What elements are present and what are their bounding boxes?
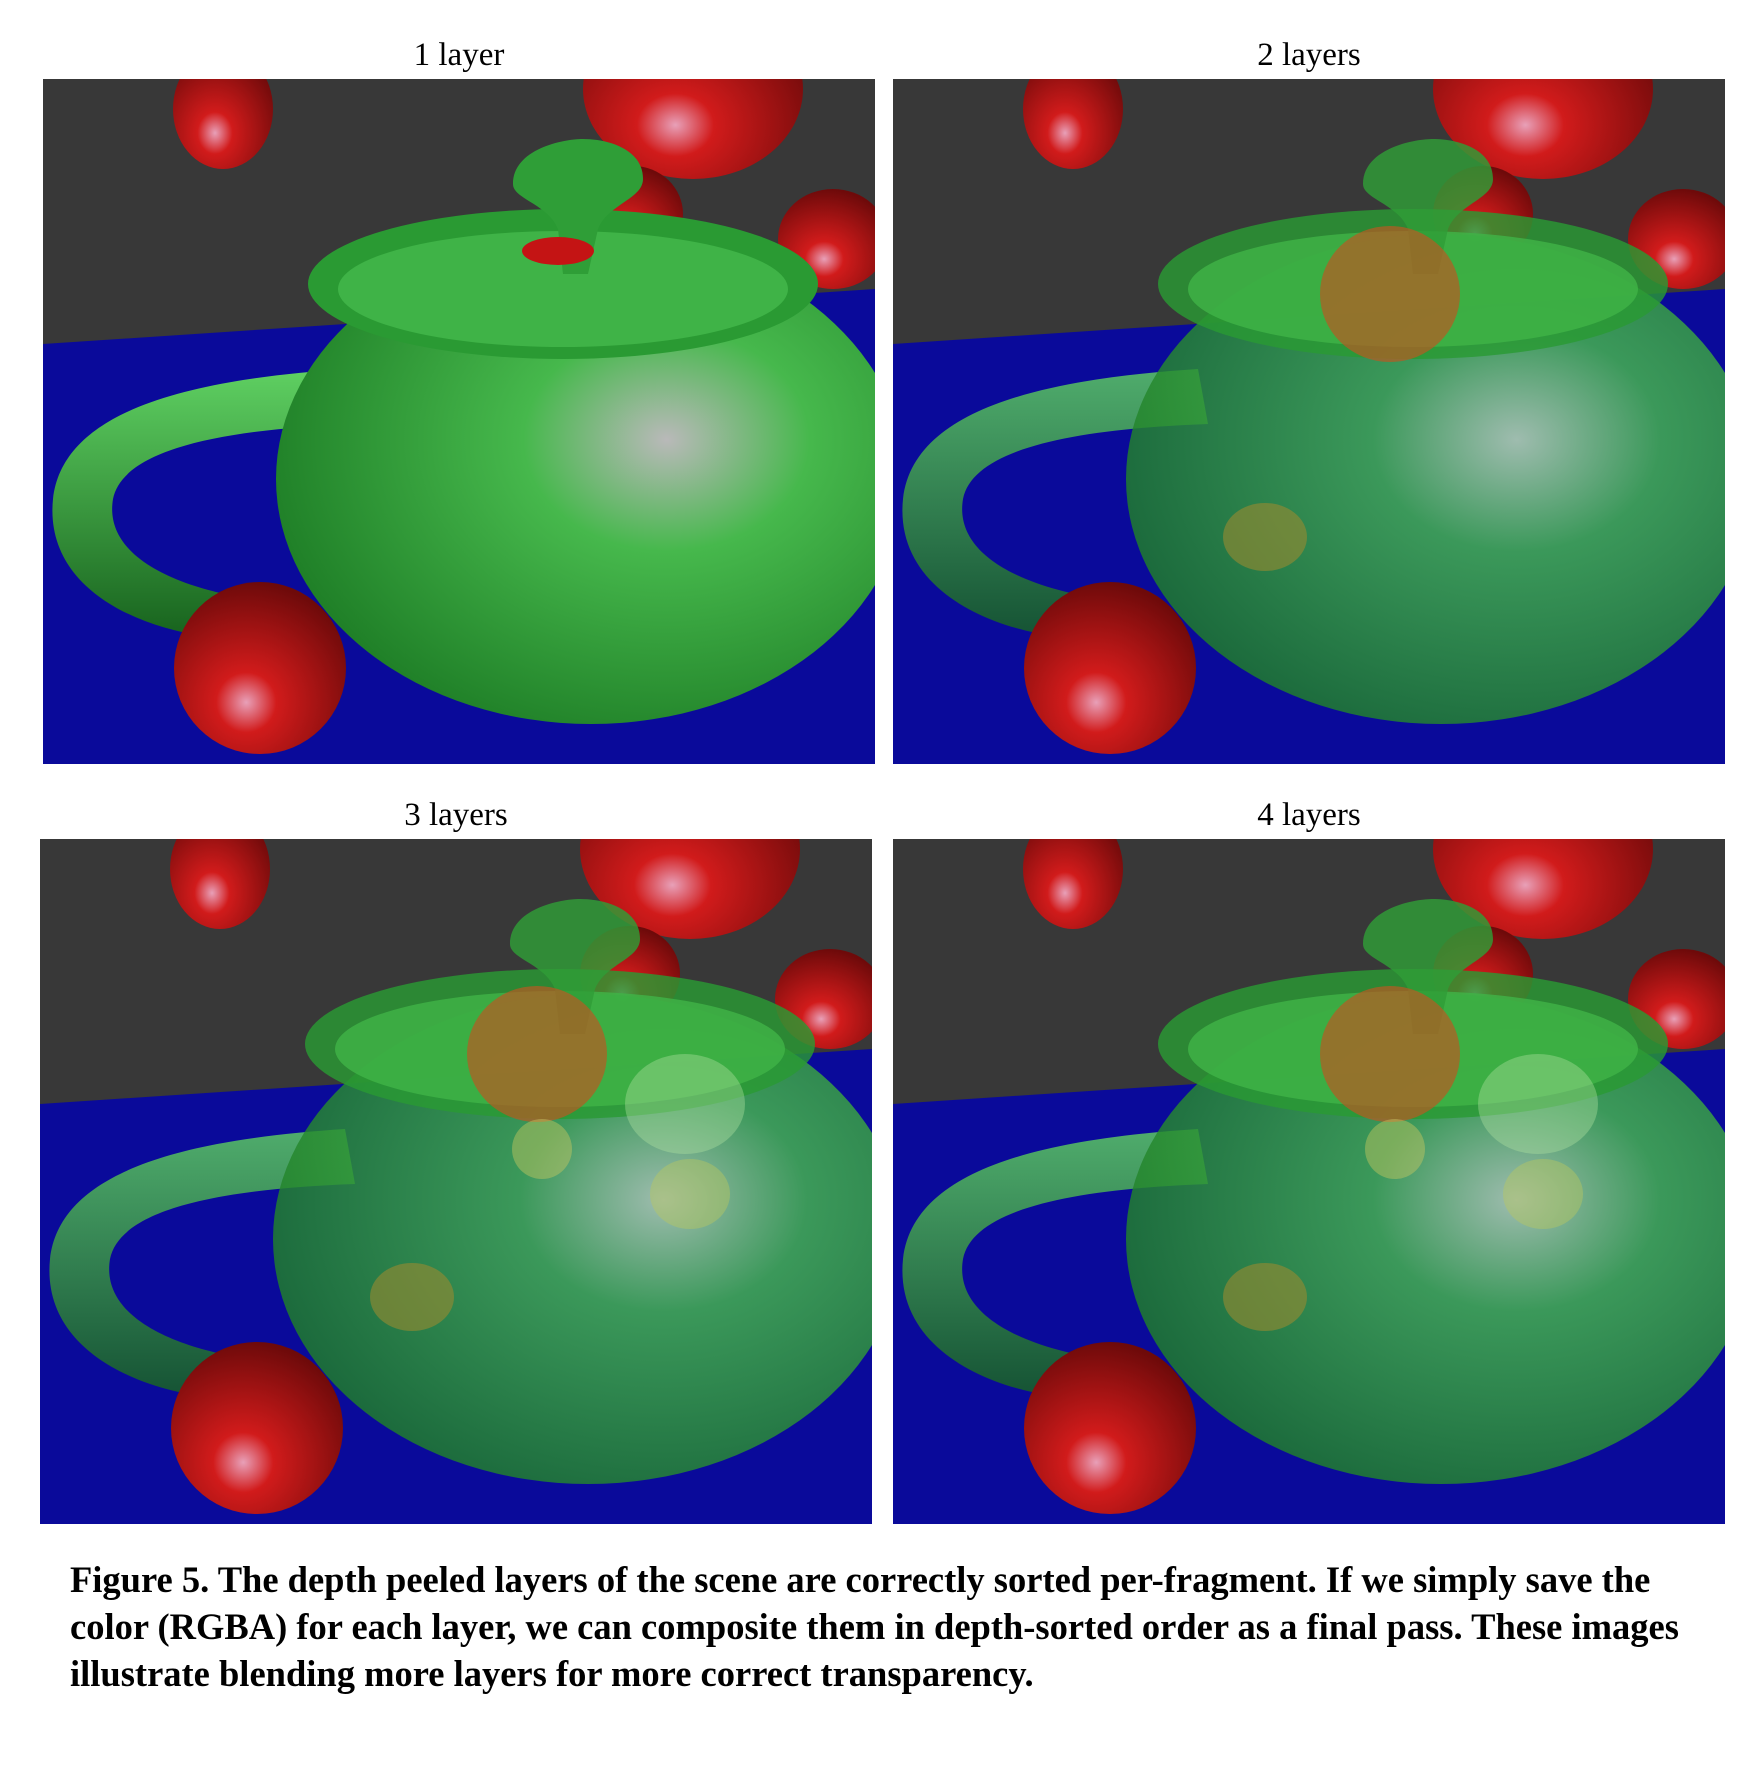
- red-sphere: [1223, 503, 1307, 571]
- red-sphere: [583, 79, 803, 179]
- red-sphere: [1433, 839, 1653, 939]
- teapot-scene: [40, 839, 872, 1524]
- red-sphere: [1320, 986, 1460, 1122]
- red-sphere: [467, 986, 607, 1122]
- panel-title: 1 layer: [413, 37, 505, 73]
- figure-caption: Figure 5. The depth peeled layers of the…: [70, 1559, 1679, 1694]
- teapot-handle: [49, 1129, 355, 1399]
- rendered-teapot-image: [40, 839, 872, 1524]
- teapot-body: [1126, 994, 1725, 1484]
- red-sphere: [580, 839, 800, 939]
- teapot-knob: [510, 899, 640, 1034]
- red-sphere: [512, 1119, 572, 1179]
- teapot-knob: [513, 139, 643, 274]
- teapot-handle: [52, 369, 358, 639]
- red-sphere: [650, 1159, 730, 1229]
- red-sphere: [170, 839, 270, 929]
- teapot-body: [276, 234, 875, 724]
- teapot-knob: [1363, 139, 1493, 274]
- red-sphere: [370, 1263, 454, 1331]
- red-sphere: [1478, 1054, 1598, 1154]
- red-sphere: [625, 1054, 745, 1154]
- panel-title: 3 layers: [404, 797, 508, 833]
- panel-title: 2 layers: [1257, 37, 1361, 73]
- teapot-scene: [893, 79, 1725, 764]
- red-sphere: [1023, 839, 1123, 929]
- red-sphere: [1365, 1119, 1425, 1179]
- teapot-scene: [893, 839, 1725, 1524]
- red-sphere: [1433, 79, 1653, 179]
- teapot-lid: [338, 231, 788, 347]
- teapot-body: [273, 994, 872, 1484]
- red-sphere: [173, 79, 273, 169]
- red-sphere: [171, 1342, 343, 1514]
- rendered-teapot-image: [893, 839, 1725, 1524]
- rendered-teapot-image: [43, 79, 875, 764]
- red-sphere: [522, 237, 594, 265]
- rendered-teapot-image: [893, 79, 1725, 764]
- teapot-scene: [43, 79, 875, 764]
- red-sphere: [1024, 582, 1196, 754]
- panel-title: 4 layers: [1257, 797, 1361, 833]
- teapot-handle: [902, 369, 1208, 639]
- teapot-body: [1126, 234, 1725, 724]
- red-sphere: [1503, 1159, 1583, 1229]
- red-sphere: [1320, 226, 1460, 362]
- red-sphere: [1024, 1342, 1196, 1514]
- red-sphere: [174, 582, 346, 754]
- teapot-handle: [902, 1129, 1208, 1399]
- teapot-knob: [1363, 899, 1493, 1034]
- red-sphere: [1223, 1263, 1307, 1331]
- red-sphere: [1023, 79, 1123, 169]
